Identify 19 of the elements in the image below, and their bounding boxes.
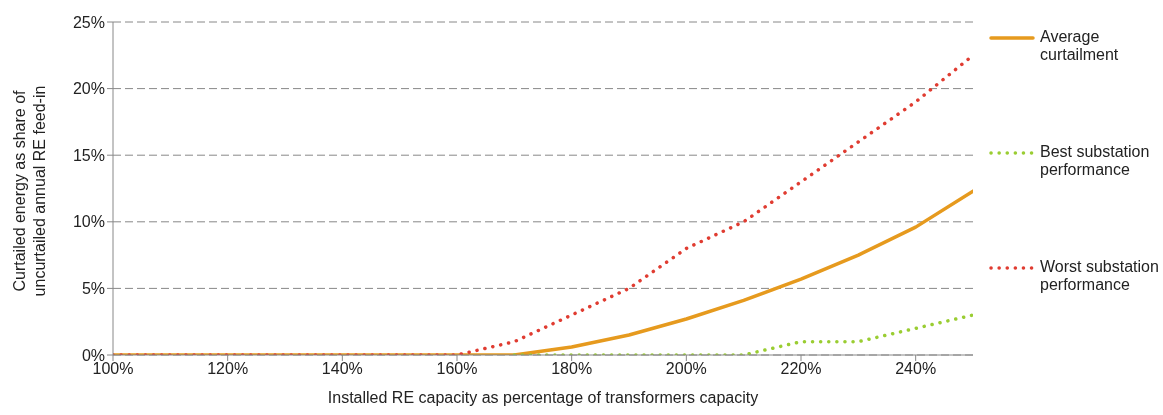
legend-label: Best substation performance xyxy=(1040,143,1151,179)
y-tick-label: 5% xyxy=(81,280,105,298)
x-axis-title: Installed RE capacity as percentage of transformers capacity xyxy=(327,389,759,406)
y-tick-label: 10% xyxy=(72,213,105,231)
x-tick-label: 180% xyxy=(551,360,593,378)
x-tick-label: 200% xyxy=(665,360,707,378)
legend-label: Average curtailment xyxy=(1040,28,1120,64)
y-tick-label: 20% xyxy=(72,80,105,98)
x-tick-label: 140% xyxy=(321,360,363,378)
y-tick-label: 15% xyxy=(72,146,105,164)
x-tick-label: 220% xyxy=(780,360,822,378)
y-tick-label: 25% xyxy=(72,13,105,31)
x-tick-label: 240% xyxy=(895,360,937,378)
line-series xyxy=(512,313,973,355)
legend-label: Worst substation performance xyxy=(1040,258,1160,294)
x-tick-label: 120% xyxy=(207,360,249,378)
y-axis-title: Curtailed energy as share of uncurtailed annual RE feed-in xyxy=(10,84,49,299)
x-tick-label: 160% xyxy=(436,360,478,378)
x-tick-label: 100% xyxy=(92,360,134,378)
